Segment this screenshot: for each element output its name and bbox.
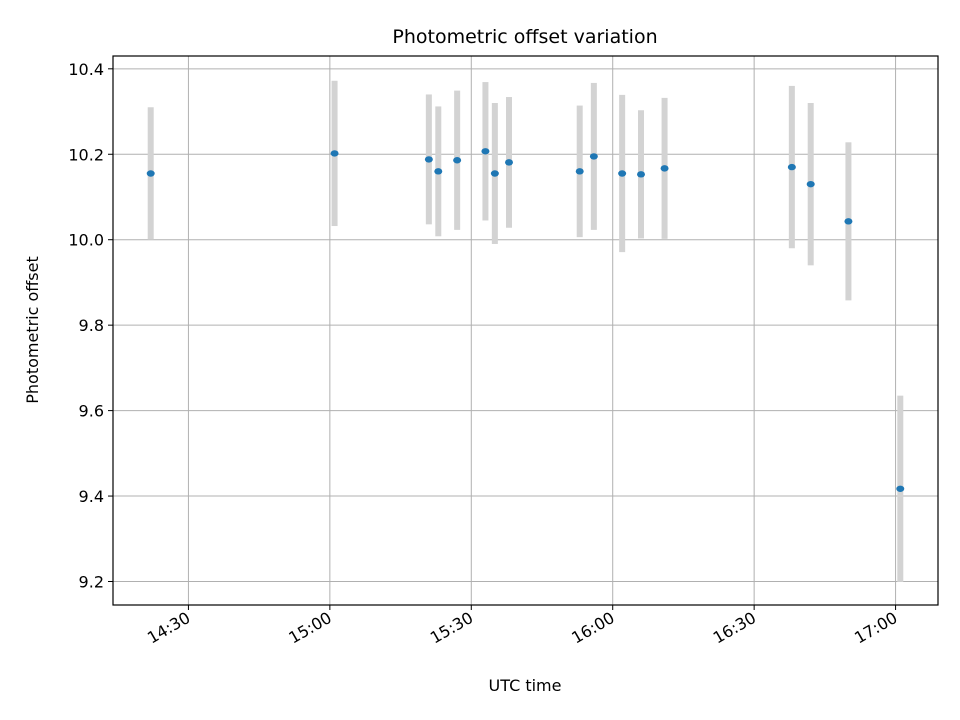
data-point (434, 168, 443, 175)
data-point (660, 165, 669, 172)
y-tick-label: 10.2 (68, 145, 104, 164)
data-point (481, 148, 490, 155)
data-point (505, 159, 513, 166)
data-point (787, 163, 796, 171)
y-tick-label: 10.0 (68, 231, 104, 250)
data-point (146, 170, 155, 177)
x-axis-label: UTC time (489, 676, 562, 695)
data-point (844, 218, 853, 225)
data-point (896, 485, 905, 492)
data-point (589, 153, 598, 160)
y-tick-label: 9.6 (79, 402, 104, 421)
plot-area-frame (112, 55, 939, 606)
data-point (490, 170, 499, 177)
y-axis-label: Photometric offset (23, 256, 42, 404)
data-point (453, 157, 462, 164)
data-point (575, 168, 584, 175)
y-tick-label: 9.4 (79, 487, 104, 506)
data-point (618, 170, 627, 177)
chart-title: Photometric offset variation (392, 26, 657, 48)
data-points (146, 148, 905, 492)
y-tick-label: 10.4 (68, 60, 104, 79)
data-point (806, 180, 815, 188)
y-tick-label: 9.2 (79, 573, 104, 592)
grid-lines (113, 56, 938, 605)
y-tick-label: 9.8 (79, 316, 104, 335)
y-axis-ticks: 9.2 9.4 9.6 9.8 10.0 10.2 10.4 (68, 60, 113, 592)
data-point (424, 156, 433, 163)
data-point (330, 150, 339, 157)
data-point (637, 171, 645, 178)
